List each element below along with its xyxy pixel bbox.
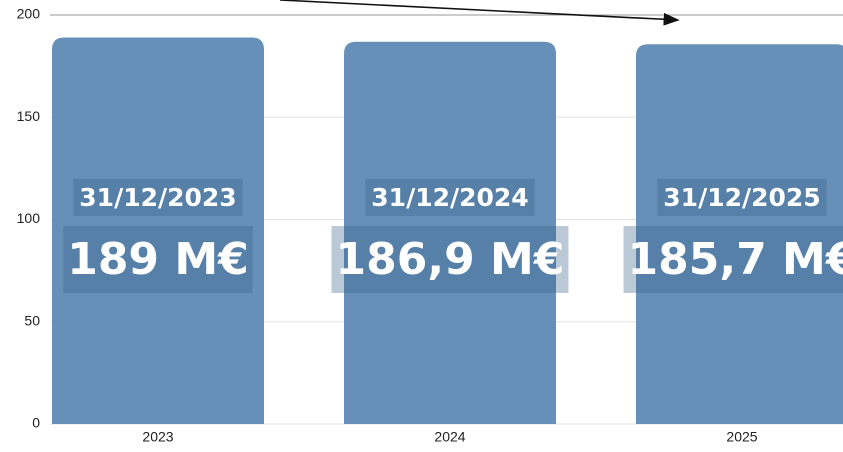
value-label: 189 M€ [67,234,249,285]
chart: 0 50 100 150 200 2023 31/12/2023 189 M€ 2024 31/1… [0,0,843,452]
y-tick-label: 50 [24,312,40,328]
x-tick-label: 2024 [434,429,465,445]
y-tick-label: 150 [17,108,41,124]
plot: 0 50 100 150 200 2023 31/12/2023 189 M€ 2024 31/1… [17,6,843,445]
y-tick-label: 200 [17,6,41,22]
y-tick-label: 0 [32,415,40,431]
value-label: 185,7 M€ [628,234,843,285]
arrow [280,0,678,20]
x-tick-label: 2023 [142,429,173,445]
y-tick-label: 100 [17,210,41,226]
value-label: 186,9 M€ [336,234,565,285]
bar-date: 31/12/2025 [663,183,820,212]
bar-date: 31/12/2023 [79,183,236,212]
bar-date: 31/12/2024 [371,183,528,212]
x-tick-label: 2025 [726,429,757,445]
